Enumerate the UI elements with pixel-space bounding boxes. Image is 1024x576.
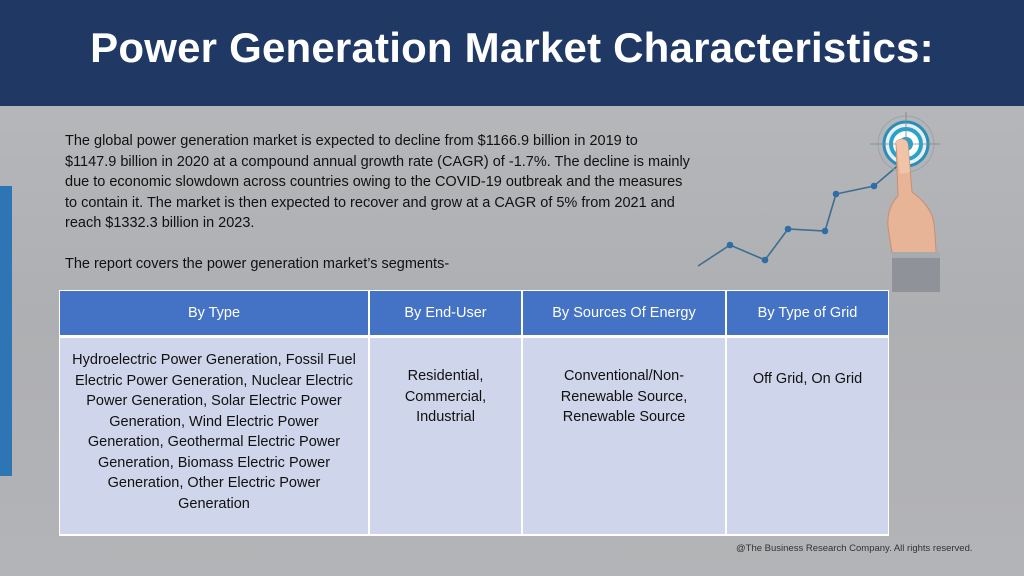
table-header-by-end-user: By End-User [370, 291, 521, 335]
title-banner: Power Generation Market Characteristics: [0, 0, 1024, 106]
intro-paragraph: The global power generation market is ex… [65, 133, 690, 231]
table-cell-grid-types: Off Grid, On Grid [727, 338, 888, 534]
table-cell-end-users: Residential, Commercial, Industrial [370, 338, 521, 534]
segments-table: By Type By End-User By Sources Of Energy… [59, 290, 889, 536]
table-cell-energy-sources: Conventional/Non-Renewable Source, Renew… [523, 338, 725, 534]
page-title: Power Generation Market Characteristics: [90, 24, 934, 71]
table-cell-types: Hydroelectric Power Generation, Fossil F… [60, 338, 368, 534]
table-header-by-sources-of-energy: By Sources Of Energy [523, 291, 725, 335]
copyright-footer: @The Business Research Company. All righ… [736, 543, 973, 554]
segments-intro-text: The report covers the power generation m… [65, 256, 450, 272]
left-accent-bar [0, 186, 12, 476]
table-header-by-type: By Type [60, 291, 368, 335]
table-header-by-type-of-grid: By Type of Grid [727, 291, 888, 335]
pointing-hand-icon [870, 112, 940, 292]
